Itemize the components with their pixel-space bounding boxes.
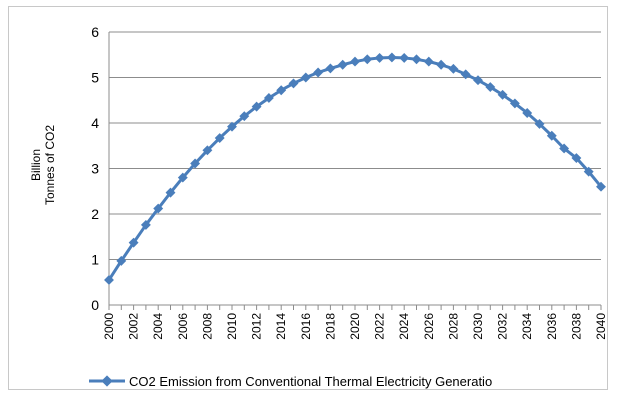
data-point [214,133,225,143]
y-axis-label-box: Billion Tonnes of CO2 [25,105,61,225]
data-point [596,181,606,192]
data-point [140,219,151,230]
x-tick-label: 2020 [348,313,362,340]
x-tick-label: 2040 [594,313,608,340]
y-tick-label: 0 [91,297,99,313]
x-tick-label: 2030 [471,313,485,340]
legend-label: CO2 Emission from Conventional Thermal E… [129,373,493,389]
data-point [559,143,570,154]
x-tick-label: 2026 [422,313,436,340]
data-point [153,203,164,214]
y-tick-label: 5 [91,70,99,86]
data-point [165,187,176,198]
data-point [116,255,127,266]
y-axis-label: Billion Tonnes of CO2 [29,124,57,206]
x-tick-label: 2002 [127,313,141,340]
data-point [313,67,324,78]
x-tick-label: 2034 [520,313,534,340]
data-point [362,54,373,65]
data-point [128,237,139,248]
x-tick-label: 2010 [225,313,239,340]
x-tick-label: 2018 [323,313,337,340]
data-point [374,52,385,63]
y-tick-label: 2 [91,206,99,222]
x-tick-label: 2012 [250,313,264,340]
x-tick-label: 2008 [200,313,214,340]
data-point [423,56,434,67]
data-point [522,108,533,118]
x-tick-label: 2036 [545,313,559,340]
data-point [546,130,557,141]
data-point [583,166,594,177]
legend-marker [89,375,125,387]
x-tick-label: 2024 [397,313,411,340]
x-tick-label: 2028 [446,313,460,340]
data-point [177,172,188,183]
x-tick-label: 2014 [274,313,288,340]
data-point [386,52,397,63]
data-point [411,54,422,65]
data-point [227,121,237,132]
data-point [534,118,545,129]
x-tick-label: 2000 [102,313,116,340]
y-tick-label: 6 [91,24,99,40]
data-point [571,153,582,163]
y-tick-label: 1 [91,252,99,268]
x-tick-label: 2006 [176,313,190,340]
x-tick-label: 2022 [373,313,387,340]
data-point [202,145,213,156]
legend: CO2 Emission from Conventional Thermal E… [89,369,589,393]
x-tick-label: 2038 [569,313,583,340]
data-point [325,63,336,74]
data-point [448,63,459,74]
data-point [300,72,311,83]
data-point [190,158,201,169]
data-point [399,52,410,63]
data-point [350,56,360,67]
data-point [337,59,348,70]
data-point [436,59,447,70]
chart-frame: 0 1 2 3 4 5 6 2000 2002 2004 2006 2008 2010 2012 2014 2… [8,6,608,390]
y-tick-label: 4 [91,115,99,131]
data-point [239,111,250,122]
line-chart: 0 1 2 3 4 5 6 2000 2002 2004 2006 2008 2010 2012 2014 2… [91,24,608,340]
x-tick-label: 2032 [496,313,510,340]
x-tick-label: 2016 [299,313,313,340]
x-tick-label: 2004 [151,313,165,340]
y-tick-label: 3 [91,161,99,177]
